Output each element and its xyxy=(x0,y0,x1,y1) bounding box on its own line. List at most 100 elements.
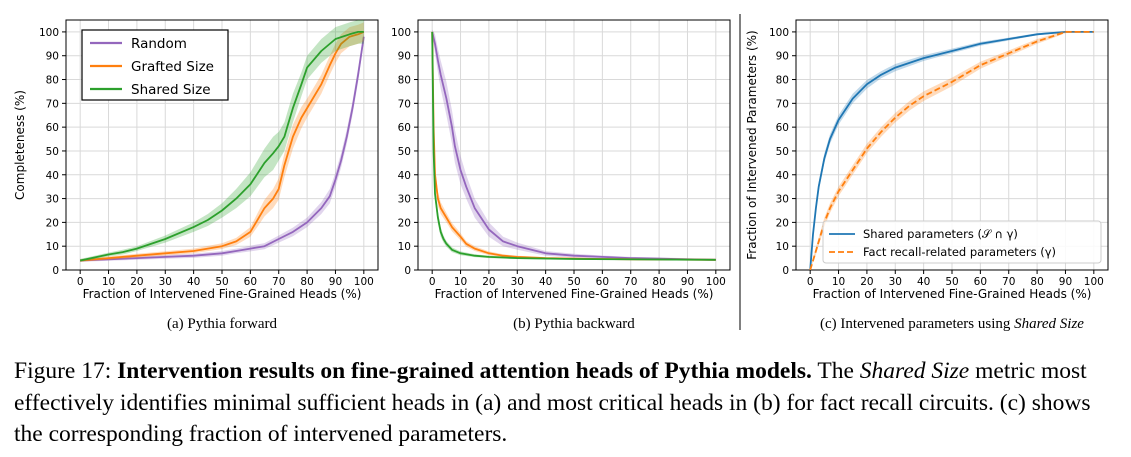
y-tick-label: 40 xyxy=(46,170,59,182)
x-tick-label: 10 xyxy=(832,276,845,288)
x-tick-label: 40 xyxy=(187,276,200,288)
y-tick-label: 80 xyxy=(398,75,411,87)
x-axis-label: Fraction of Intervened Fine-Grained Head… xyxy=(813,287,1092,301)
x-tick-label: 10 xyxy=(454,276,467,288)
y-tick-label: 10 xyxy=(776,241,789,253)
legend: Shared parameters (𝒮 ∩ γ) Fact recall-rel… xyxy=(822,220,1102,264)
confidence-band xyxy=(80,20,364,262)
y-tick-label: 90 xyxy=(398,51,411,63)
chart-panel-2: 0 10 20 30 40 50 60 70 80 90 100 0 10 20 30 40 50 60 70 80 9… xyxy=(391,19,731,332)
x-tick-label: 60 xyxy=(974,276,987,288)
x-tick-label: 90 xyxy=(329,276,342,288)
series-random xyxy=(80,31,365,262)
x-tick-label: 50 xyxy=(567,276,580,288)
series-line xyxy=(431,31,716,261)
subcaption: (b) Pythia backward xyxy=(513,316,635,332)
caption-text-2: metric most effectively identifies minim… xyxy=(14,358,1091,447)
y-tick-label: 60 xyxy=(398,122,411,134)
series-line xyxy=(80,31,365,262)
x-tick-label: 90 xyxy=(1059,276,1072,288)
y-tick-label: 70 xyxy=(46,98,59,110)
chart-panel-1: 0 10 20 30 40 50 60 70 80 90 100 0 10 20 30 40 50 60 70 80 9… xyxy=(13,19,379,332)
y-tick-label: 30 xyxy=(398,194,411,206)
y-tick-label: 90 xyxy=(46,51,59,63)
legend-label: Grafted Size xyxy=(131,59,214,75)
series-grafted-size xyxy=(80,22,365,262)
x-tick-label: 0 xyxy=(77,276,84,288)
x-axis-label: Fraction of Intervened Fine-Grained Head… xyxy=(83,287,362,301)
caption-italic-metric: Shared Size xyxy=(859,358,970,384)
legend-label: Shared parameters (𝒮 ∩ γ) xyxy=(863,227,1018,241)
x-tick-label: 20 xyxy=(482,276,495,288)
subcaption-text: (c) Intervened parameters using xyxy=(820,316,1014,332)
x-tick-label: 50 xyxy=(945,276,958,288)
y-tick-label: 50 xyxy=(46,146,59,158)
x-tick-label: 80 xyxy=(1030,276,1043,288)
subcaption: (c) Intervened parameters using Shared S… xyxy=(820,316,1084,332)
x-tick-label: 80 xyxy=(652,276,665,288)
y-tick-label: 0 xyxy=(782,265,789,277)
x-tick-label: 70 xyxy=(272,276,285,288)
x-tick-label: 100 xyxy=(1084,276,1104,288)
x-tick-label: 0 xyxy=(807,276,814,288)
subcaption-text: (a) Pythia forward xyxy=(167,316,277,332)
series-random xyxy=(431,29,716,261)
y-tick-label: 40 xyxy=(398,170,411,182)
caption-prefix: Figure 17: xyxy=(14,358,118,384)
x-tick-label: 30 xyxy=(511,276,524,288)
y-tick-label: 30 xyxy=(776,194,789,206)
series-line xyxy=(431,31,716,261)
subcaption-text: (b) Pythia backward xyxy=(513,316,635,332)
y-axis-label: Fraction of Intervened Parameters (%) xyxy=(745,30,759,259)
y-tick-label: 100 xyxy=(39,27,59,39)
y-tick-label: 70 xyxy=(776,98,789,110)
legend-label: Random xyxy=(131,36,187,52)
y-tick-label: 100 xyxy=(391,27,411,39)
x-tick-label: 60 xyxy=(244,276,257,288)
x-tick-label: 40 xyxy=(539,276,552,288)
y-tick-label: 10 xyxy=(46,241,59,253)
y-tick-label: 60 xyxy=(776,122,789,134)
subcaption: (a) Pythia forward xyxy=(167,316,277,332)
x-tick-label: 100 xyxy=(354,276,374,288)
x-tick-label: 50 xyxy=(215,276,228,288)
confidence-band xyxy=(810,30,1094,270)
y-tick-label: 90 xyxy=(776,51,789,63)
y-tick-label: 40 xyxy=(776,170,789,182)
y-tick-label: 0 xyxy=(404,265,411,277)
x-tick-label: 100 xyxy=(706,276,726,288)
x-tick-label: 70 xyxy=(624,276,637,288)
series-line xyxy=(80,36,365,262)
y-tick-label: 30 xyxy=(46,194,59,206)
y-tick-label: 50 xyxy=(398,146,411,158)
series-line xyxy=(80,31,364,262)
chart-panel-3: 0 10 20 30 40 50 60 70 80 90 100 0 10 20 30 40 50 60 70 80 9… xyxy=(745,19,1109,332)
legend: Random Grafted Size Shared Size xyxy=(81,29,229,101)
subcaption-italic: Shared Size xyxy=(1014,316,1084,332)
y-tick-label: 80 xyxy=(46,75,59,87)
confidence-band xyxy=(80,22,364,262)
y-tick-label: 10 xyxy=(398,241,411,253)
x-tick-label: 10 xyxy=(102,276,115,288)
x-tick-label: 20 xyxy=(860,276,873,288)
x-tick-label: 90 xyxy=(681,276,694,288)
series-shared-size xyxy=(80,20,364,262)
y-tick-label: 70 xyxy=(398,98,411,110)
figure-caption: Figure 17: Intervention results on fine-… xyxy=(14,356,1119,451)
y-tick-label: 20 xyxy=(398,217,411,229)
x-axis-label: Fraction of Intervened Fine-Grained Head… xyxy=(435,287,714,301)
legend-label: Shared Size xyxy=(131,82,211,98)
series-fact-recall-related-parameters xyxy=(809,30,1094,270)
y-tick-label: 20 xyxy=(776,217,789,229)
y-axis-label: Completeness (%) xyxy=(13,90,27,200)
series-line xyxy=(809,31,1094,270)
caption-bold-title: Intervention results on fine-grained att… xyxy=(117,358,812,384)
x-tick-label: 70 xyxy=(1002,276,1015,288)
y-tick-label: 100 xyxy=(769,27,789,39)
y-tick-label: 60 xyxy=(46,122,59,134)
figure: 0 10 20 30 40 50 60 70 80 90 100010203040506070809… xyxy=(13,14,1109,332)
x-tick-label: 40 xyxy=(917,276,930,288)
series-shared-size xyxy=(431,29,716,261)
legend-box xyxy=(822,220,1102,264)
caption-text-1: The xyxy=(811,358,860,384)
